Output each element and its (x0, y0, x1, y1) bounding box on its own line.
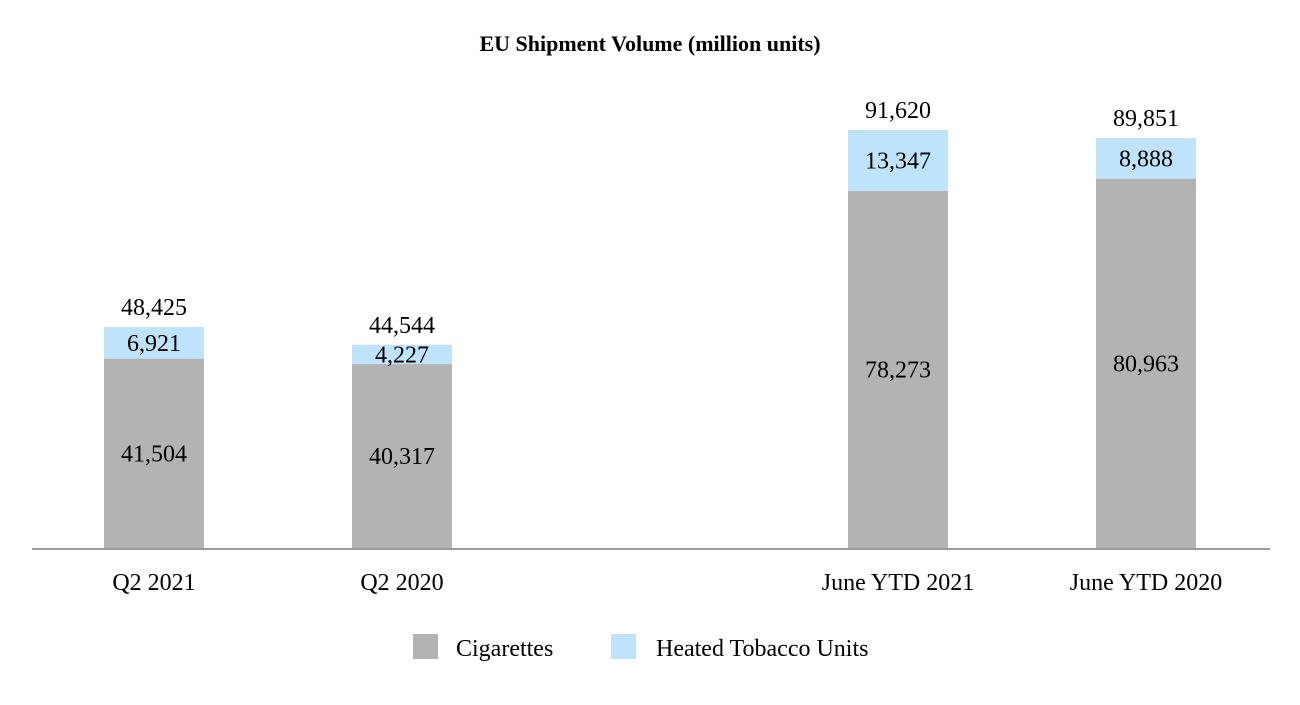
data-label-cigarettes-q2-2021: 41,504 (121, 441, 187, 467)
data-label-cigarettes-june-ytd-2021: 78,273 (865, 357, 931, 383)
bar-heated-tobacco-units-q2-2021 (104, 327, 204, 359)
chart-title: EU Shipment Volume (million units) (479, 31, 820, 56)
bar-cigarettes-q2-2021 (104, 358, 204, 548)
total-label-june-ytd-2021: 91,620 (865, 98, 931, 124)
x-tick-label-q2-2021: Q2 2021 (112, 570, 195, 596)
x-tick-labels: Q2 2021 Q2 2020 June YTD 2021 June YTD 2020 (112, 570, 1222, 596)
x-tick-label-june-ytd-2021: June YTD 2021 (822, 570, 974, 596)
bar-cigarettes-june-ytd-2021 (848, 190, 948, 549)
legend: Cigarettes Heated Tobacco Units (413, 634, 868, 662)
bar-heated-tobacco-units-june-ytd-2021 (848, 130, 948, 191)
data-label-heated-tobacco-units-june-ytd-2020: 8,888 (1119, 146, 1173, 172)
data-label-heated-tobacco-units-june-ytd-2021: 13,347 (865, 148, 931, 174)
legend-label-heated-tobacco-units: Heated Tobacco Units (656, 636, 868, 662)
bars-layer: 41,504 6,921 48,425 40,317 4,227 44,544 78,273… (104, 98, 1196, 549)
legend-swatch-cigarettes (413, 634, 438, 659)
x-tick-label-q2-2020: Q2 2020 (360, 570, 443, 596)
total-label-q2-2021: 48,425 (121, 295, 187, 321)
data-label-heated-tobacco-units-q2-2021: 6,921 (127, 331, 181, 357)
bar-cigarettes-q2-2020 (352, 364, 452, 548)
x-tick-label-june-ytd-2020: June YTD 2020 (1070, 570, 1222, 596)
legend-swatch-heated-tobacco-units (611, 634, 636, 659)
total-label-q2-2020: 44,544 (369, 313, 435, 339)
data-label-cigarettes-june-ytd-2020: 80,963 (1113, 351, 1179, 377)
legend-label-cigarettes: Cigarettes (456, 636, 553, 662)
total-label-june-ytd-2020: 89,851 (1113, 106, 1179, 132)
bar-heated-tobacco-units-q2-2020 (352, 344, 452, 365)
bar-cigarettes-june-ytd-2020 (1096, 178, 1196, 548)
data-label-heated-tobacco-units-q2-2020: 4,227 (375, 342, 429, 368)
data-label-cigarettes-q2-2020: 40,317 (369, 444, 435, 470)
bar-heated-tobacco-units-june-ytd-2020 (1096, 138, 1196, 179)
